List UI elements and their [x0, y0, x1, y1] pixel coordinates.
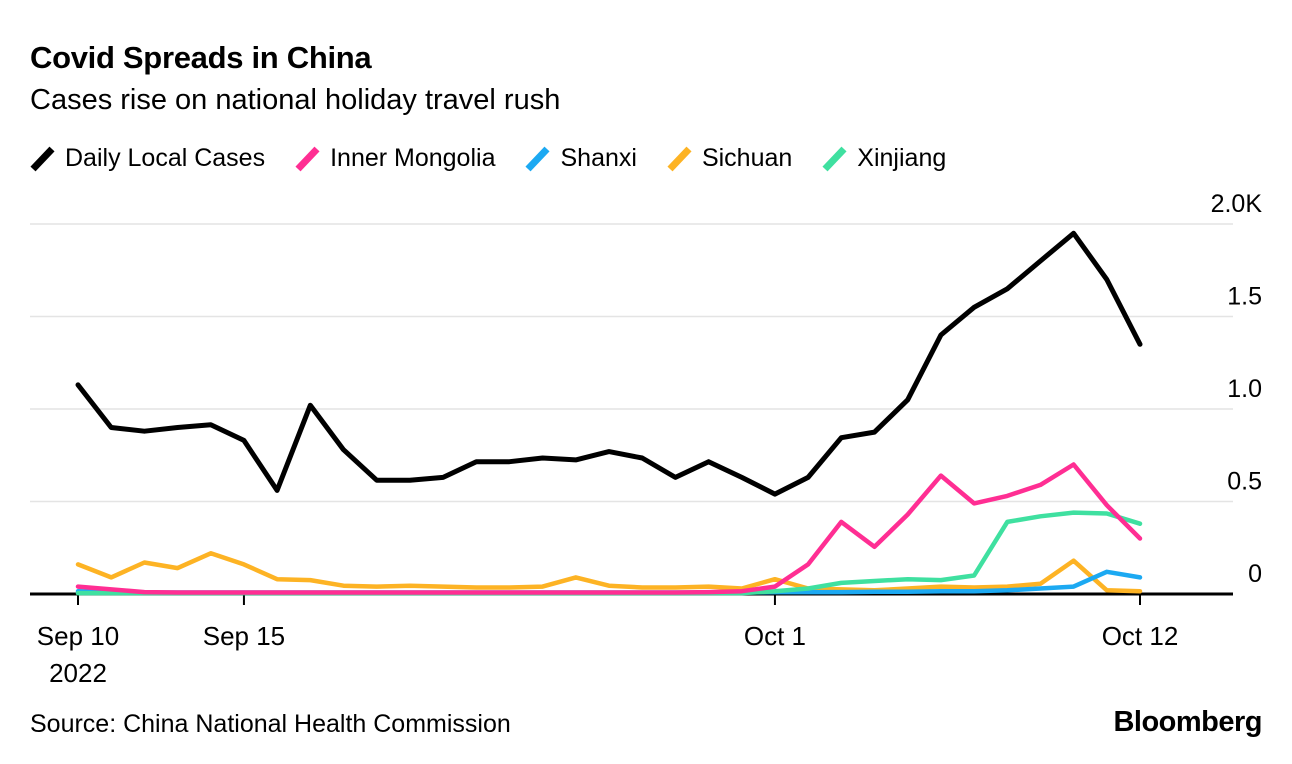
legend-swatch-icon: [30, 146, 55, 171]
legend: Daily Local Cases Inner Mongolia Shanxi Sic…: [30, 144, 946, 173]
legend-item-xinjiang: Xinjiang: [822, 144, 946, 173]
x-tick-label: Oct 1: [744, 621, 806, 651]
legend-item-sichuan: Sichuan: [667, 144, 792, 173]
chart-title: Covid Spreads in China: [30, 40, 372, 75]
legend-item-shanxi: Shanxi: [525, 144, 637, 173]
legend-swatch-icon: [295, 146, 320, 171]
legend-item-daily-local-cases: Daily Local Cases: [30, 144, 265, 173]
series-line-inner-mongolia: [75, 462, 1143, 595]
legend-item-inner-mongolia: Inner Mongolia: [295, 144, 495, 173]
x-tick-label: Oct 12: [1102, 621, 1179, 651]
series-line-xinjiang: [75, 510, 1143, 596]
legend-label: Daily Local Cases: [65, 144, 266, 172]
legend-label: Inner Mongolia: [330, 144, 496, 172]
y-tick-label: 0.5: [1227, 468, 1262, 496]
source-text: Source: China National Health Commission: [30, 710, 511, 738]
y-tick-label: 1.0: [1227, 375, 1262, 403]
y-tick-label: 1.5: [1227, 283, 1262, 311]
series-line-shanxi: [75, 569, 1143, 595]
legend-swatch-icon: [667, 146, 692, 171]
y-tick-label: 2.0K: [1211, 190, 1263, 218]
legend-label: Xinjiang: [857, 144, 947, 172]
chart-subtitle: Cases rise on national holiday travel ru…: [30, 84, 561, 116]
series-line-sichuan: [75, 551, 1143, 594]
x-tick-label: Sep 15: [203, 621, 285, 651]
x-tick-sublabel: 2022: [49, 658, 107, 688]
legend-swatch-icon: [822, 146, 847, 171]
legend-label: Sichuan: [701, 144, 793, 172]
y-tick-label: 0: [1248, 560, 1262, 588]
bloomberg-logo: Bloomberg: [1113, 706, 1262, 738]
series-line-daily-local-cases: [75, 230, 1143, 497]
legend-swatch-icon: [525, 146, 551, 171]
x-tick-label: Sep 10: [37, 621, 119, 651]
legend-label: Shanxi: [560, 144, 637, 172]
